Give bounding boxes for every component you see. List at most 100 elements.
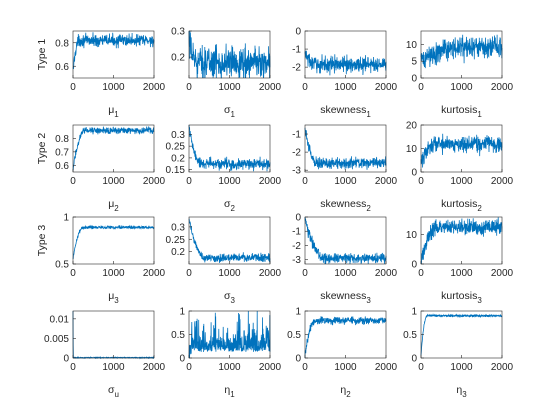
y-tick-label: 0.5	[287, 330, 301, 341]
x-tick-label: 2000	[143, 176, 166, 187]
y-tick-label: 0.5	[403, 330, 417, 341]
y-tick-label: 0.3	[171, 27, 185, 38]
y-tick-label: 0.5	[55, 260, 69, 271]
x-tick-label: 1000	[334, 176, 357, 187]
trace-panel: 0 1000 2000 0 0.005 0.01 σu	[44, 310, 166, 399]
x-axis-label: η3	[456, 384, 467, 399]
x-axis-label: skewness3	[320, 290, 371, 305]
x-tick-label: 1000	[218, 268, 241, 279]
mcmc-trace-line	[72, 126, 155, 171]
trace-panel: 0 1000 2000 0 0.5 1 η3	[403, 307, 513, 400]
x-axis-label: η1	[224, 384, 235, 399]
x-tick-label: 2000	[375, 176, 398, 187]
x-tick-label: 0	[70, 82, 76, 93]
x-axis-label: σu	[108, 384, 119, 399]
y-tick-label: -2	[292, 63, 301, 74]
y-tick-label: 0.2	[171, 247, 185, 258]
x-tick-label: 1000	[450, 176, 473, 187]
x-tick-label: 1000	[102, 362, 125, 373]
x-tick-label: 1000	[102, 176, 125, 187]
x-tick-label: 2000	[491, 82, 514, 93]
row-label: Type 1	[36, 39, 48, 71]
mcmc-trace-line	[420, 217, 503, 265]
x-tick-label: 0	[70, 176, 76, 187]
row-label: Type 3	[36, 225, 48, 257]
y-tick-label: 0.7	[55, 147, 69, 158]
y-tick-label: 0.8	[55, 38, 69, 49]
x-tick-label: 1000	[450, 82, 473, 93]
x-tick-label: 2000	[143, 82, 166, 93]
y-tick-label: -2	[292, 241, 301, 252]
x-tick-label: 2000	[375, 268, 398, 279]
x-tick-label: 0	[302, 268, 308, 279]
y-tick-label: 0	[63, 354, 69, 365]
y-tick-label: -1	[292, 227, 301, 238]
x-tick-label: 2000	[259, 176, 282, 187]
y-tick-label: 1	[295, 307, 301, 318]
y-tick-label: 0	[411, 354, 417, 365]
x-tick-label: 1000	[334, 362, 357, 373]
y-tick-label: 0.005	[44, 334, 69, 345]
x-tick-label: 1000	[450, 362, 473, 373]
x-axis-label: μ3	[108, 290, 119, 305]
x-axis-label: skewness1	[320, 104, 371, 119]
x-tick-label: 2000	[375, 362, 398, 373]
x-axis-label: kurtosis3	[441, 290, 482, 305]
trace-panel: 0 1000 2000 0 0.5 1 η1	[171, 307, 281, 400]
y-tick-label: 0.25	[166, 235, 186, 246]
y-tick-label: 1	[63, 213, 69, 224]
mcmc-trace-line	[188, 310, 271, 358]
x-tick-label: 0	[302, 82, 308, 93]
x-tick-label: 0	[186, 362, 192, 373]
row-label: Type 2	[36, 133, 48, 165]
x-axis-label: σ2	[224, 198, 235, 213]
trace-panel: 0 1000 2000 0.150.20.250.3 σ2	[166, 124, 282, 213]
y-tick-label: 10	[406, 144, 418, 155]
x-axis-label: μ2	[108, 198, 119, 213]
y-tick-label: 10	[406, 230, 418, 241]
trace-panel: 0 1000 2000 -3 -2 -1 skewness2	[292, 124, 398, 213]
y-tick-label: 0.3	[171, 130, 185, 141]
mcmc-trace-line	[188, 218, 271, 263]
trace-panel: 0 1000 2000 0.5 1 μ3 Type 3	[36, 213, 166, 306]
mcmc-trace-line	[188, 124, 271, 172]
y-tick-label: 0	[411, 168, 417, 179]
x-tick-label: 2000	[491, 268, 514, 279]
x-tick-label: 2000	[143, 362, 166, 373]
x-tick-label: 1000	[218, 82, 241, 93]
x-tick-label: 1000	[218, 176, 241, 187]
x-tick-label: 0	[70, 362, 76, 373]
trace-panel: 0 1000 2000 0.2 0.3 σ1	[171, 27, 281, 120]
x-axis-label: kurtosis1	[441, 104, 482, 119]
y-tick-label: -3	[292, 255, 301, 266]
x-axis-label: σ3	[224, 290, 235, 305]
y-tick-label: 1	[411, 307, 417, 318]
mcmc-trace-line	[304, 50, 387, 76]
x-axis-label: σ1	[224, 104, 235, 119]
x-tick-label: 1000	[218, 362, 241, 373]
x-tick-label: 2000	[259, 268, 282, 279]
x-tick-label: 0	[418, 362, 424, 373]
x-axis-label: skewness2	[320, 198, 371, 213]
y-tick-label: 0	[411, 260, 417, 271]
y-tick-label: -3	[292, 166, 301, 177]
x-tick-label: 0	[418, 268, 424, 279]
x-tick-label: 0	[302, 362, 308, 373]
y-tick-label: 0.8	[55, 134, 69, 145]
y-tick-label: 0.25	[166, 142, 186, 153]
trace-panel: 0 1000 2000 -2 -1 0 skewness1	[292, 27, 397, 120]
trace-panel: 0 1000 2000 0 5 10 kurtosis1	[406, 30, 514, 119]
y-tick-label: 0.2	[171, 53, 185, 64]
x-tick-label: 1000	[102, 268, 125, 279]
mcmc-trace-line	[72, 224, 155, 259]
y-tick-label: 0.2	[171, 153, 185, 164]
x-tick-label: 0	[186, 82, 192, 93]
trace-panel: 0 1000 2000 0 10 kurtosis3	[406, 216, 514, 305]
y-tick-label: 0.5	[171, 330, 185, 341]
trace-panel: 0 1000 2000 0 10 20 kurtosis2	[406, 121, 514, 214]
y-tick-label: -1	[292, 45, 301, 56]
mcmc-trace-line	[72, 32, 155, 70]
x-tick-label: 1000	[334, 268, 357, 279]
